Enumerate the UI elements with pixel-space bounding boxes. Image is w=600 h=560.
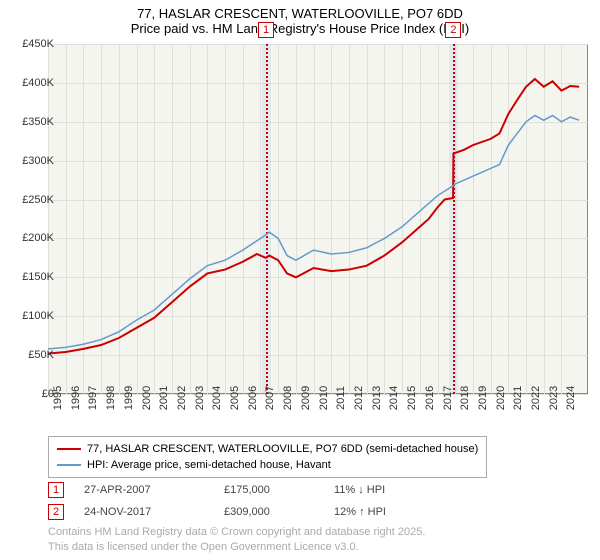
y-axis-label: £300K xyxy=(22,155,54,167)
y-axis-label: £250K xyxy=(22,194,54,206)
x-axis-label: 2008 xyxy=(282,386,294,410)
x-axis-label: 2024 xyxy=(565,386,577,410)
legend-label: HPI: Average price, semi-detached house,… xyxy=(87,459,331,471)
x-axis-label: 2007 xyxy=(264,386,276,410)
annotation-price: £175,000 xyxy=(224,484,334,496)
x-axis-label: 2009 xyxy=(300,386,312,410)
x-axis-label: 2012 xyxy=(353,386,365,410)
marker-box: 2 xyxy=(445,22,461,38)
legend-label: 77, HASLAR CRESCENT, WATERLOOVILLE, PO7 … xyxy=(87,443,478,455)
annotation-price: £309,000 xyxy=(224,506,334,518)
annotation-row: 2 24-NOV-2017£309,00012% ↑ HPI xyxy=(48,504,386,520)
x-axis-label: 2006 xyxy=(247,386,259,410)
x-axis-label: 2023 xyxy=(548,386,560,410)
x-axis-label: 2021 xyxy=(512,386,524,410)
x-axis-label: 2013 xyxy=(371,386,383,410)
x-axis-label: 2020 xyxy=(495,386,507,410)
chart-area: 12 xyxy=(48,44,588,394)
x-axis-label: 1996 xyxy=(70,386,82,410)
series-line xyxy=(48,79,579,354)
annotation-date: 24-NOV-2017 xyxy=(84,506,224,518)
y-axis-label: £350K xyxy=(22,116,54,128)
x-axis-label: 2015 xyxy=(406,386,418,410)
y-axis-label: £150K xyxy=(22,271,54,283)
legend-row: 77, HASLAR CRESCENT, WATERLOOVILLE, PO7 … xyxy=(57,441,478,457)
annotation-delta: 11% ↓ HPI xyxy=(334,484,385,496)
annotation-delta: 12% ↑ HPI xyxy=(334,506,386,518)
x-axis-label: 2002 xyxy=(176,386,188,410)
marker-box: 1 xyxy=(258,22,274,38)
x-axis-label: 2018 xyxy=(459,386,471,410)
x-axis-label: 2001 xyxy=(158,386,170,410)
x-axis-label: 2014 xyxy=(388,386,400,410)
annotation-row: 1 27-APR-2007£175,00011% ↓ HPI xyxy=(48,482,385,498)
annotation-date: 27-APR-2007 xyxy=(84,484,224,496)
line-plot xyxy=(48,44,588,394)
x-axis-label: 2000 xyxy=(141,386,153,410)
x-axis-label: 2004 xyxy=(211,386,223,410)
footer-line-2: This data is licensed under the Open Gov… xyxy=(48,540,425,554)
y-axis-label: £400K xyxy=(22,77,54,89)
x-axis-label: 2017 xyxy=(442,386,454,410)
chart-container: 77, HASLAR CRESCENT, WATERLOOVILLE, PO7 … xyxy=(0,0,600,560)
annotation-marker: 2 xyxy=(48,504,64,520)
legend-swatch xyxy=(57,448,81,450)
series-line xyxy=(48,116,579,349)
legend: 77, HASLAR CRESCENT, WATERLOOVILLE, PO7 … xyxy=(48,436,487,478)
x-axis-label: 1999 xyxy=(123,386,135,410)
chart-title: 77, HASLAR CRESCENT, WATERLOOVILLE, PO7 … xyxy=(0,0,600,21)
x-axis-label: 2003 xyxy=(194,386,206,410)
y-axis-label: £450K xyxy=(22,38,54,50)
x-axis-label: 1998 xyxy=(105,386,117,410)
x-axis-label: 2005 xyxy=(229,386,241,410)
annotation-marker: 1 xyxy=(48,482,64,498)
x-axis-label: 1997 xyxy=(87,386,99,410)
chart-subtitle: Price paid vs. HM Land Registry's House … xyxy=(0,21,600,40)
y-axis-label: £100K xyxy=(22,310,54,322)
y-axis-label: £200K xyxy=(22,232,54,244)
x-axis-label: 2011 xyxy=(335,386,347,410)
x-axis-label: 2019 xyxy=(477,386,489,410)
footer-line-1: Contains HM Land Registry data © Crown c… xyxy=(48,525,425,539)
x-axis-label: 2022 xyxy=(530,386,542,410)
x-axis-label: 2010 xyxy=(318,386,330,410)
legend-row: HPI: Average price, semi-detached house,… xyxy=(57,457,478,473)
x-axis-label: 2016 xyxy=(424,386,436,410)
legend-swatch xyxy=(57,464,81,466)
x-axis-label: 1995 xyxy=(52,386,64,410)
y-axis-label: £50K xyxy=(28,349,54,361)
footer: Contains HM Land Registry data © Crown c… xyxy=(48,525,425,554)
